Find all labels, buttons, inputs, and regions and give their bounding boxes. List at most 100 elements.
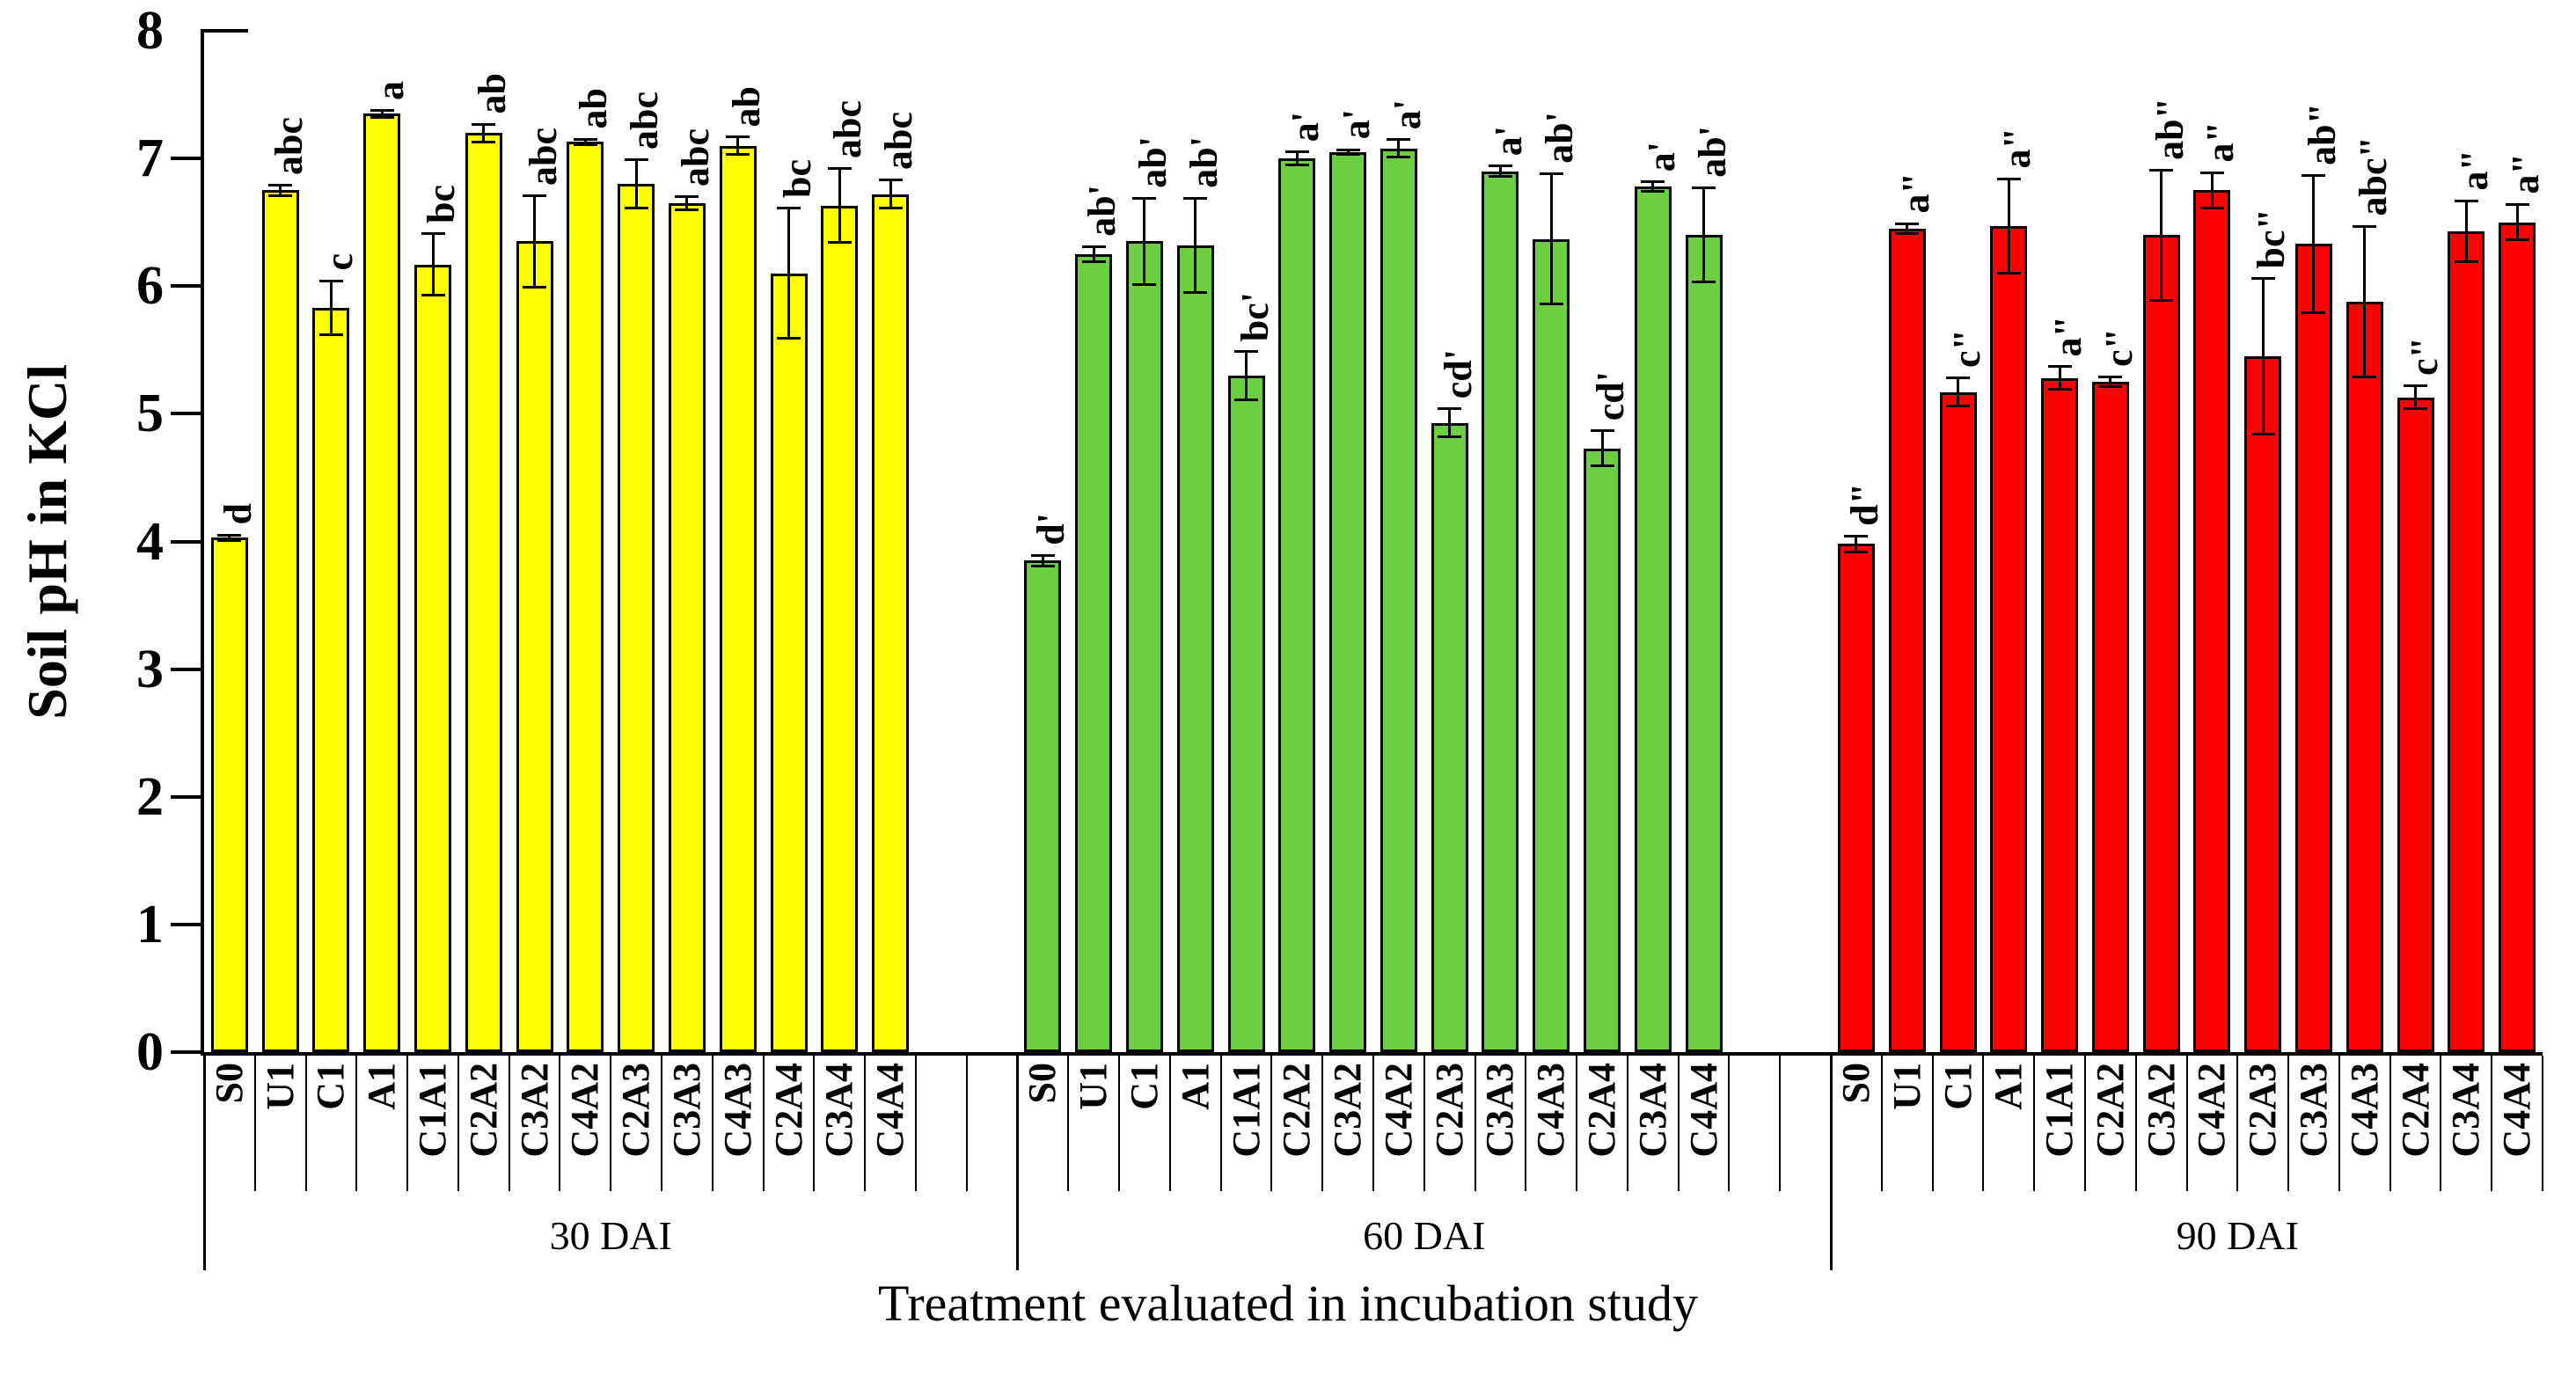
treatment-label: U1	[1884, 1063, 1928, 1110]
bar	[1075, 253, 1113, 1052]
y-tick	[171, 667, 204, 671]
sig-letter: a'	[1284, 112, 1328, 143]
y-tick	[171, 157, 204, 161]
y-tick-label: 5	[136, 384, 164, 444]
cell-divider	[2338, 1056, 2340, 1191]
error-bar-bottom-cap	[573, 143, 597, 146]
bar	[1533, 238, 1570, 1052]
bar	[2345, 301, 2383, 1052]
sig-letter: abc	[673, 128, 717, 187]
error-bar-bottom-cap	[217, 538, 242, 542]
error-bar	[2515, 202, 2519, 242]
cell-divider	[304, 1056, 307, 1191]
error-bar-bottom-cap	[1081, 260, 1106, 264]
group-label: 30 DAI	[549, 1213, 672, 1258]
group-label: 60 DAI	[1363, 1213, 1486, 1258]
sig-letter: a"	[1995, 128, 2039, 169]
error-bar	[1092, 245, 1095, 264]
error-bar	[736, 135, 740, 157]
error-bar	[228, 533, 231, 542]
cell-divider	[965, 1056, 968, 1191]
sig-letter: abc"	[2351, 136, 2395, 216]
sig-letter: ab'	[1131, 135, 1175, 188]
error-bar-bottom-cap	[1692, 281, 1716, 284]
cell-divider	[355, 1056, 358, 1191]
error-bar-top-cap	[1844, 535, 1869, 538]
treatment-label: C4A3	[2342, 1063, 2386, 1158]
cell-divider	[1067, 1056, 1070, 1191]
error-bar	[2210, 171, 2214, 210]
error-bar	[634, 158, 638, 210]
error-bar	[380, 108, 384, 120]
y-axis-title-wrap: Soil pH in KCl	[16, 31, 78, 1052]
treatment-label: C4A3	[1529, 1063, 1573, 1158]
error-bar-bottom-cap	[2505, 238, 2529, 242]
error-bar-bottom-cap	[1996, 272, 2021, 275]
error-bar-top-cap	[1183, 196, 1208, 200]
sig-letter: ab"	[2300, 102, 2344, 165]
bar	[1024, 560, 1062, 1052]
sig-letter: a'	[1487, 126, 1531, 157]
sig-letter: ab'	[1690, 126, 1734, 179]
bar	[1379, 148, 1417, 1052]
error-bar-top-cap	[1590, 428, 1614, 432]
error-bar-bottom-cap	[472, 140, 496, 143]
sig-letter: a"	[1893, 172, 1937, 214]
treatment-label: C3A2	[512, 1063, 556, 1158]
cell-divider	[1474, 1056, 1476, 1191]
bar	[2499, 222, 2536, 1052]
error-bar	[1549, 172, 1553, 306]
cell-divider	[762, 1056, 765, 1191]
sig-letter: a'	[1639, 141, 1683, 172]
error-bar-top-cap	[268, 184, 293, 187]
cell-divider	[1982, 1056, 1985, 1191]
treatment-label: C3A2	[1326, 1063, 1370, 1158]
error-bar-top-cap	[573, 137, 597, 141]
error-bar-top-cap	[1692, 186, 1716, 190]
error-bar	[1651, 179, 1655, 194]
treatment-label: C1	[1936, 1063, 1980, 1110]
error-bar-top-cap	[1438, 407, 1462, 411]
treatment-label: A1	[360, 1063, 404, 1110]
bar	[1837, 544, 1875, 1052]
error-bar-top-cap	[878, 179, 903, 182]
error-bar	[1855, 535, 1858, 553]
y-tick-label: 2	[136, 766, 164, 827]
bar	[1278, 158, 1316, 1052]
bar	[668, 202, 706, 1052]
cell-divider	[2236, 1056, 2239, 1191]
sig-letter: bc	[775, 159, 819, 199]
error-bar	[2261, 277, 2265, 436]
group-divider	[1016, 1056, 1020, 1270]
error-bar	[1295, 150, 1299, 166]
bar	[2244, 356, 2282, 1052]
error-bar-bottom-cap	[2454, 260, 2478, 264]
error-bar-bottom-cap	[1284, 163, 1309, 166]
cell-divider	[864, 1056, 867, 1191]
error-bar-top-cap	[1081, 245, 1106, 248]
error-bar-bottom-cap	[2098, 385, 2123, 389]
treatment-label: C4A2	[563, 1063, 607, 1158]
bar	[872, 194, 910, 1052]
error-bar	[1448, 407, 1452, 438]
cell-divider	[610, 1056, 612, 1191]
error-bar-top-cap	[1284, 150, 1309, 154]
error-bar-bottom-cap	[2199, 207, 2224, 210]
treatment-label: U1	[1072, 1063, 1116, 1110]
error-bar-top-cap	[1488, 165, 1512, 168]
bar	[2294, 244, 2332, 1052]
error-bar-top-cap	[675, 195, 699, 199]
bar	[719, 145, 757, 1052]
treatment-label: C3A4	[2444, 1063, 2488, 1158]
error-bar-bottom-cap	[675, 208, 699, 211]
treatment-label: C2A2	[1275, 1063, 1319, 1158]
error-bar-bottom-cap	[624, 207, 648, 210]
bar	[1482, 171, 1519, 1052]
error-bar-bottom-cap	[878, 207, 903, 210]
error-bar-top-cap	[523, 194, 547, 197]
y-tick-label: 3	[136, 639, 164, 699]
error-bar	[2312, 173, 2316, 315]
treatment-label: C1	[309, 1063, 353, 1110]
treatment-label: C2A4	[2393, 1063, 2437, 1158]
